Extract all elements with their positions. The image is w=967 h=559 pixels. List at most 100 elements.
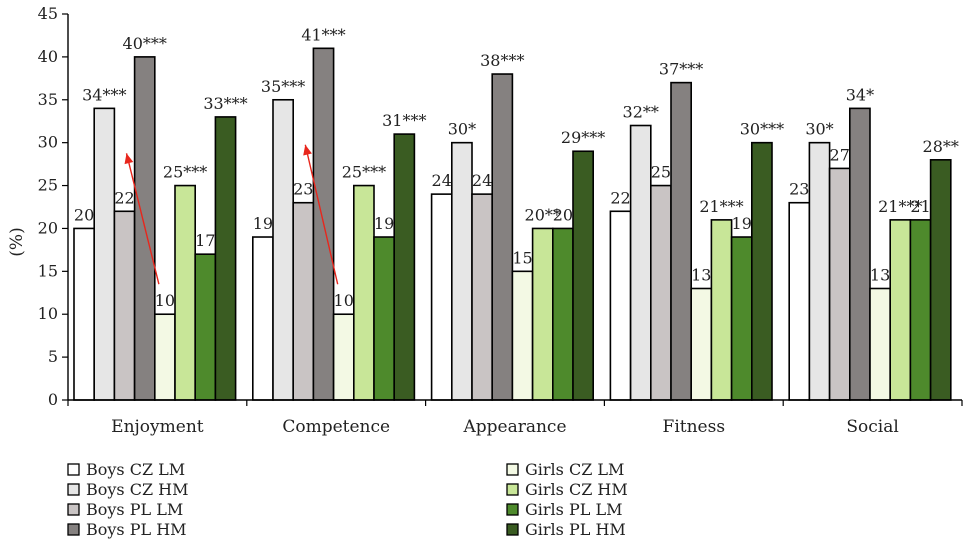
data-label: 38***	[480, 51, 524, 70]
bar	[572, 150, 595, 401]
data-label: 25***	[342, 163, 386, 182]
y-tick-label: 0	[48, 390, 58, 409]
data-label: 30***	[740, 120, 784, 139]
legend-label: Boys CZ HM	[86, 480, 189, 499]
bar	[373, 236, 396, 401]
bar	[292, 201, 315, 401]
annotation-arrow-line	[125, 153, 160, 285]
legend-swatch	[67, 523, 80, 536]
bar	[869, 287, 892, 401]
legend-label: Boys CZ LM	[86, 460, 185, 479]
bar	[750, 141, 773, 401]
annotation-arrowhead	[124, 153, 134, 165]
data-label: 24	[432, 171, 452, 190]
annotation-arrow-line	[304, 144, 339, 285]
data-label: 19	[253, 214, 273, 233]
bar	[471, 193, 494, 401]
bar	[551, 227, 574, 401]
legend-swatch	[67, 503, 80, 516]
y-tick-label: 35	[38, 90, 58, 109]
bar	[531, 227, 554, 401]
bar	[808, 141, 831, 401]
bar	[730, 236, 753, 401]
data-label: 20	[553, 205, 573, 224]
data-label: 20	[74, 205, 94, 224]
bar	[430, 193, 453, 401]
data-label: 19	[374, 214, 394, 233]
legend-swatch	[67, 483, 80, 496]
bar	[649, 184, 672, 401]
data-label: 19	[732, 214, 752, 233]
data-label: 15	[512, 248, 532, 267]
data-label: 34***	[82, 85, 126, 104]
data-label: 22	[610, 188, 630, 207]
data-label: 27	[830, 145, 850, 164]
data-label: 28**	[923, 137, 959, 156]
bar	[909, 219, 932, 401]
y-tick-label: 20	[38, 218, 58, 237]
data-label: 13	[870, 265, 890, 284]
legend-swatch	[506, 503, 519, 516]
y-tick-label: 30	[38, 133, 58, 152]
legend-label: Girls CZ LM	[525, 460, 624, 479]
data-label: 40***	[123, 34, 167, 53]
bar	[889, 219, 912, 401]
legend-swatch	[67, 463, 80, 476]
data-label: 24	[472, 171, 492, 190]
data-label: 37***	[659, 60, 703, 79]
bar	[450, 141, 473, 401]
annotations-layer	[124, 144, 339, 285]
y-tick-label: 15	[38, 261, 58, 280]
x-tick-label: Fitness	[663, 417, 726, 437]
bar	[352, 184, 375, 401]
data-label: 10	[334, 291, 354, 310]
data-label: 41***	[301, 25, 345, 44]
bar	[252, 236, 274, 401]
data-label: 20**	[525, 205, 561, 224]
legend-label: Girls PL HM	[525, 520, 626, 539]
data-label: 29***	[561, 128, 605, 147]
legend-label: Boys PL HM	[86, 520, 187, 539]
bar	[511, 270, 534, 401]
y-tick-label: 10	[38, 304, 58, 323]
bar	[690, 287, 713, 401]
data-label: 25***	[163, 163, 207, 182]
data-label: 22	[114, 188, 134, 207]
y-tick-label: 45	[38, 4, 58, 23]
bar	[332, 313, 355, 401]
data-label: 33***	[203, 94, 247, 113]
data-label: 21	[910, 197, 930, 216]
bar	[214, 116, 237, 401]
bar	[629, 124, 652, 401]
bar	[113, 210, 136, 401]
bar	[491, 73, 514, 401]
legend-label: Boys PL LM	[86, 500, 183, 519]
bar	[272, 98, 295, 401]
bars-layer	[73, 47, 952, 401]
data-label: 32**	[623, 103, 659, 122]
legend-label: Girls PL LM	[525, 500, 622, 519]
data-label: 34*	[846, 85, 874, 104]
data-label: 23	[789, 180, 809, 199]
bar	[393, 133, 416, 401]
data-label: 25	[651, 163, 671, 182]
bar	[73, 227, 96, 401]
bar	[174, 184, 197, 401]
bar	[710, 219, 733, 401]
bar	[154, 313, 176, 401]
data-label: 17	[195, 231, 215, 250]
bar	[609, 210, 632, 401]
data-label: 35***	[261, 77, 305, 96]
data-label: 13	[691, 265, 711, 284]
data-label: 23	[293, 180, 313, 199]
data-label: 10	[155, 291, 175, 310]
x-tick-label: Social	[846, 417, 898, 437]
y-axis-label: (%)	[7, 227, 27, 256]
axes-layer: 0 5 10 15 20 25 30 35 40 45 Enjoyment Competence App…	[38, 4, 963, 437]
data-label: 30*	[805, 120, 833, 139]
data-label: 21***	[878, 197, 922, 216]
value-labels-layer: 20 34*** 22 40*** 10 25*** 17 33*** 19 35*** 23 41*…	[74, 25, 959, 310]
x-tick-label: Appearance	[462, 417, 566, 437]
y-tick-label: 25	[38, 176, 58, 195]
